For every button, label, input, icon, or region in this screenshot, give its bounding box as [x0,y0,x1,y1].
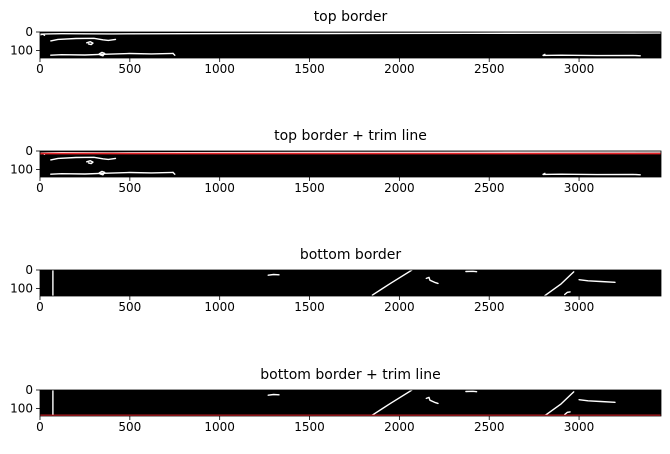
x-tick-label: 3000 [564,62,595,76]
x-tick-label: 500 [118,62,141,76]
y-tick-label: 0 [25,144,33,158]
edge-curve [268,275,279,276]
x-tick-label: 1000 [204,420,235,434]
x-tick-label: 500 [118,420,141,434]
edge-curve [543,54,545,55]
chart-title: bottom border + trim line [260,367,440,383]
x-tick-label: 1000 [204,181,235,195]
y-tick-label: 100 [10,282,33,296]
y-tick-label: 0 [25,25,33,39]
x-tick-label: 0 [36,300,44,314]
x-tick-label: 2500 [474,300,505,314]
x-tick-label: 1500 [294,420,325,434]
y-tick-label: 100 [10,44,33,58]
x-tick-label: 1500 [294,62,325,76]
x-tick-label: 2000 [384,181,415,195]
x-tick-label: 1500 [294,300,325,314]
y-tick-label: 0 [25,383,33,397]
x-tick-label: 2000 [384,300,415,314]
x-tick-label: 2500 [474,420,505,434]
chart-title: top border + trim line [274,128,427,144]
y-tick-label: 0 [25,263,33,277]
x-tick-label: 3000 [564,181,595,195]
x-tick-label: 3000 [564,420,595,434]
x-tick-label: 500 [118,300,141,314]
edge-curve [268,395,279,396]
edge-curve [543,174,640,175]
x-tick-label: 500 [118,181,141,195]
y-tick-label: 100 [10,163,33,177]
x-tick-label: 1500 [294,181,325,195]
x-tick-label: 1000 [204,62,235,76]
y-tick-label: 100 [10,402,33,416]
chart-title: top border [314,9,388,25]
edge-curve [543,55,640,56]
x-tick-label: 2000 [384,62,415,76]
x-tick-label: 2000 [384,420,415,434]
x-tick-label: 2500 [474,181,505,195]
chart-title: bottom border [300,247,402,263]
x-tick-label: 0 [36,62,44,76]
x-tick-label: 0 [36,181,44,195]
x-tick-label: 2500 [474,62,505,76]
x-tick-label: 1000 [204,300,235,314]
x-tick-label: 0 [36,420,44,434]
edge-curve [543,173,545,174]
x-tick-label: 3000 [564,300,595,314]
